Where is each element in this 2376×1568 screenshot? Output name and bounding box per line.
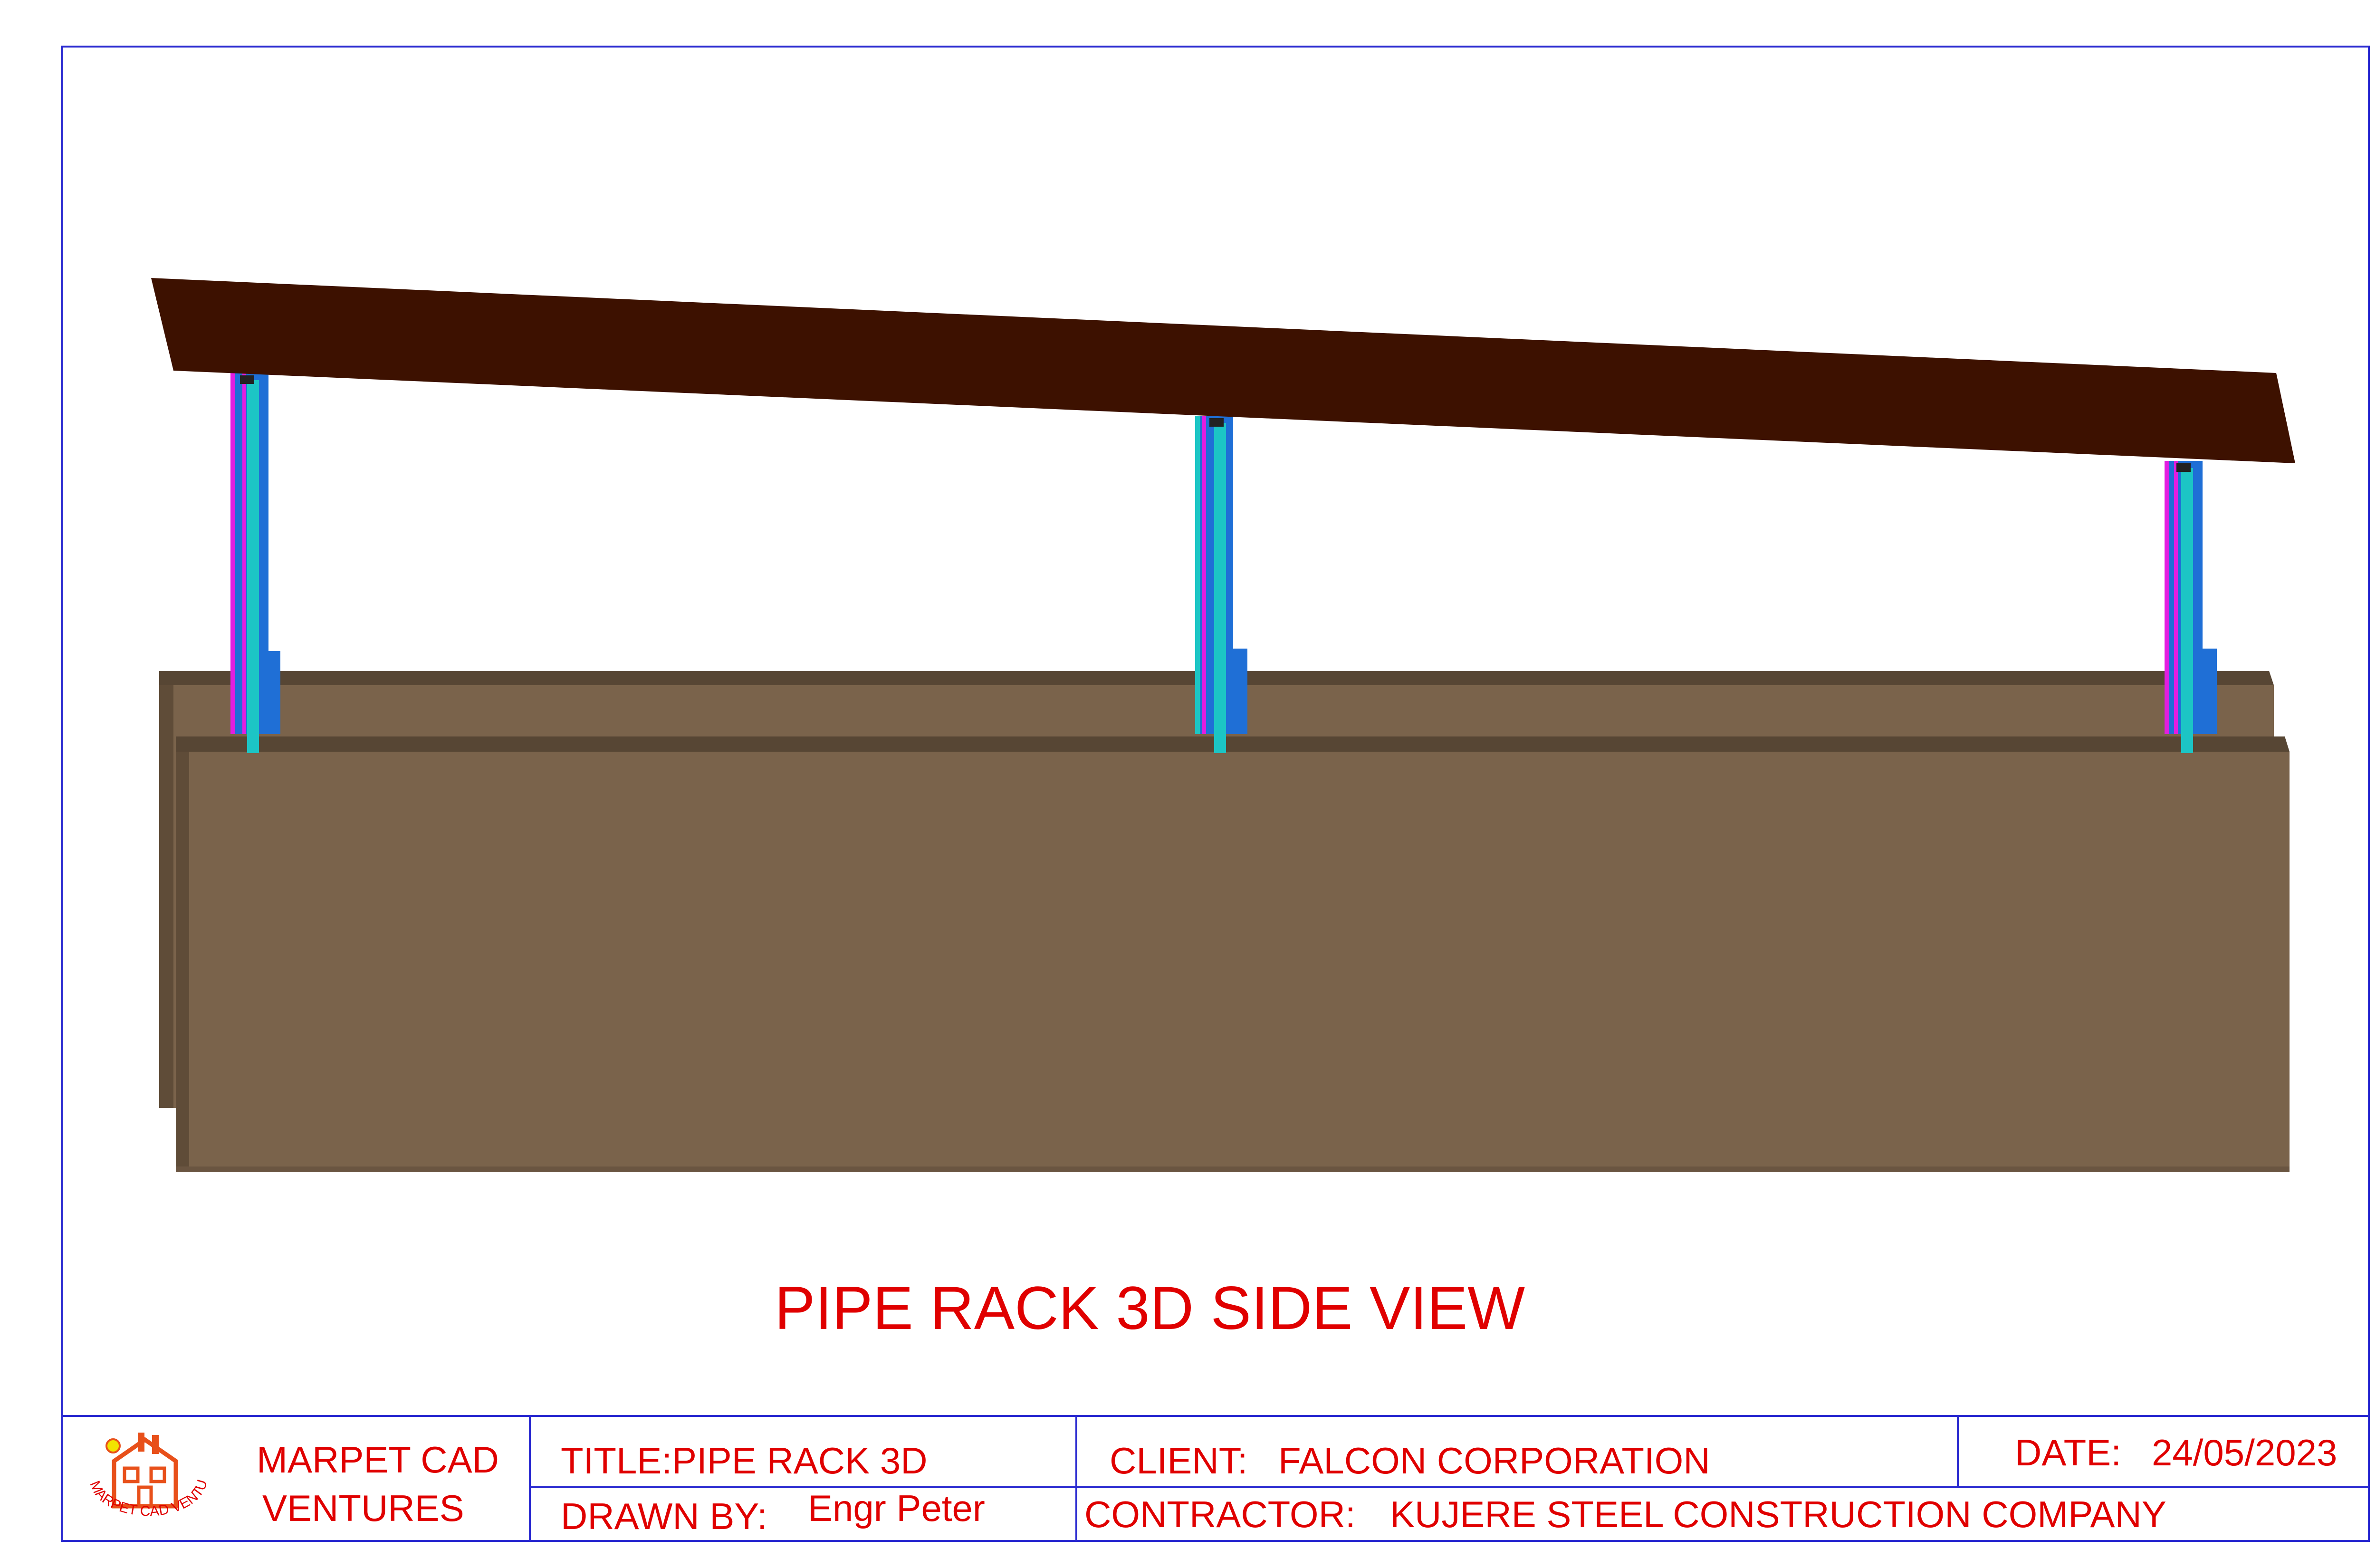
contractor-label: CONTRACTOR: (1084, 1493, 1356, 1535)
base-plate-middle (1214, 734, 1226, 753)
base-plate-right (2181, 734, 2193, 753)
company-name-line1: MARPET CAD (257, 1439, 499, 1481)
column-middle (1195, 416, 1247, 753)
contractor-value: KUJERE STEEL CONSTRUCTION COMPANY (1390, 1493, 2166, 1535)
date-label: DATE: (2015, 1432, 2121, 1473)
title-block (62, 1415, 2369, 1541)
client-value: FALCON CORPORATION (1278, 1440, 1710, 1482)
base-plate-left (247, 734, 259, 753)
roof-beam (151, 278, 2295, 463)
column-right (2165, 461, 2217, 753)
date-value: 24/05/2023 (2152, 1432, 2338, 1473)
column-left (230, 373, 280, 753)
view-title: PIPE RACK 3D SIDE VIEW (775, 1274, 1525, 1342)
client-label: CLIENT: (1110, 1440, 1248, 1482)
ground-slab-front (176, 736, 2290, 1172)
drawn-by-label: DRAWN BY: (561, 1495, 767, 1537)
drawing-title: TITLE:PIPE RACK 3D (561, 1440, 928, 1482)
company-name-line2: VENTURES (262, 1487, 464, 1529)
drawn-by-value: Engr Peter (808, 1487, 985, 1529)
drawing-border (61, 46, 2370, 1542)
